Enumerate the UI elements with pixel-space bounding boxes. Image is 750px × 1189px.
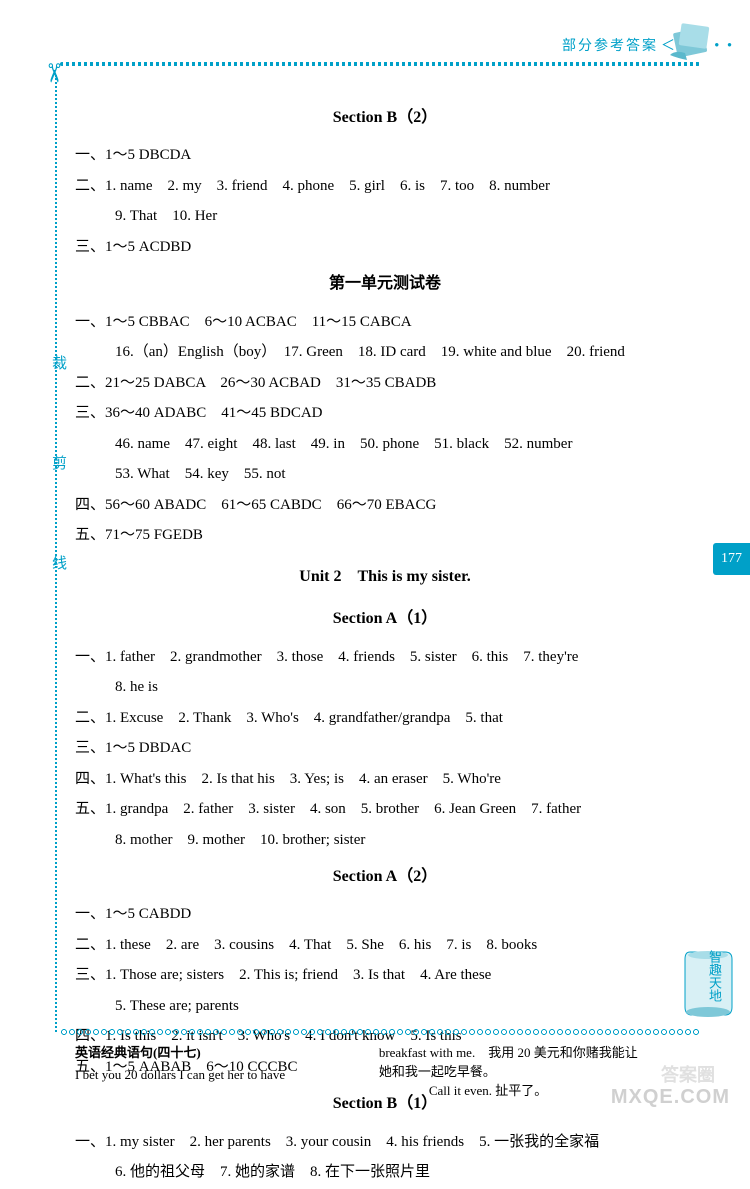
- answer-line: 三、1～5 DBDAC: [75, 734, 695, 763]
- answer-line: 三、36～40 ADABC 41～45 BDCAD: [75, 399, 695, 428]
- answer-line: 二、1. Excuse 2. Thank 3. Who's 4. grandfa…: [75, 704, 695, 733]
- scroll-label: 智趣天地: [705, 950, 722, 1002]
- answer-line: 三、1. Those are; sisters 2. This is; frie…: [75, 961, 695, 990]
- watermark: 答案圈: [661, 1061, 715, 1087]
- answer-line: 二、1. these 2. are 3. cousins 4. That 5. …: [75, 931, 695, 960]
- answer-line: 一、1～5 CABDD: [75, 900, 695, 929]
- answer-line: 8. mother 9. mother 10. brother; sister: [75, 826, 695, 855]
- section-title: Section A（2）: [75, 862, 695, 892]
- answer-line: 二、1. name 2. my 3. friend 4. phone 5. gi…: [75, 172, 695, 201]
- answer-line: 二、21～25 DABCA 26～30 ACBAD 31～35 CBADB: [75, 369, 695, 398]
- section-title: Section B（2）: [75, 103, 695, 133]
- answer-line: 五、71～75 FGEDB: [75, 521, 695, 550]
- footer-text: breakfast with me. 我用 20 美元和你赌我能让: [379, 1042, 695, 1061]
- top-divider: [60, 62, 700, 66]
- answer-line: 一、1～5 CBBAC 6～10 ACBAC 11～15 CABCA: [75, 308, 695, 337]
- answer-line: 8. he is: [75, 673, 695, 702]
- answer-line: 一、1. father 2. grandmother 3. those 4. f…: [75, 643, 695, 672]
- answer-line: 一、1～5 DBCDA: [75, 141, 695, 170]
- footer-text: 她和我一起吃早餐。: [379, 1061, 695, 1080]
- answer-line: 四、56～60 ABADC 61～65 CABDC 66～70 EBACG: [75, 491, 695, 520]
- answer-line: 46. name 47. eight 48. last 49. in 50. p…: [75, 430, 695, 459]
- answer-line: 五、1. grandpa 2. father 3. sister 4. son …: [75, 795, 695, 824]
- answer-line: 53. What 54. key 55. not: [75, 460, 695, 489]
- answer-line: 9. That 10. Her: [75, 202, 695, 231]
- footer-title: 英语经典语句(四十七): [75, 1042, 354, 1061]
- bottom-divider: [60, 1029, 700, 1035]
- answer-line: 三、1～5 ACDBD: [75, 233, 695, 262]
- section-title: Section A（1）: [75, 604, 695, 634]
- answer-line: 四、1. What's this 2. Is that his 3. Yes; …: [75, 765, 695, 794]
- answer-line: 6. 他的祖父母 7. 她的家谱 8. 在下一张照片里: [75, 1158, 695, 1187]
- answer-line: 5. These are; parents: [75, 992, 695, 1021]
- section-title: 第一单元测试卷: [75, 269, 695, 299]
- answer-line: 16.（an）English（boy） 17. Green 18. ID car…: [75, 338, 695, 367]
- answer-content: Section B（2） 一、1～5 DBCDA 二、1. name 2. my…: [75, 95, 695, 1189]
- cut-line-label: 裁剪线: [48, 355, 69, 655]
- footer-section: 英语经典语句(四十七) I bet you 20 dollars I can g…: [75, 1042, 695, 1099]
- page-number-tab: 177: [713, 543, 750, 575]
- answer-line: 一、1. my sister 2. her parents 3. your co…: [75, 1128, 695, 1157]
- header-text: 部分参考答案: [562, 39, 658, 54]
- unit-title: Unit 2 This is my sister.: [75, 562, 695, 592]
- watermark: MXQE.COM: [611, 1086, 730, 1109]
- footer-text: I bet you 20 dollars I can get her to ha…: [75, 1067, 354, 1083]
